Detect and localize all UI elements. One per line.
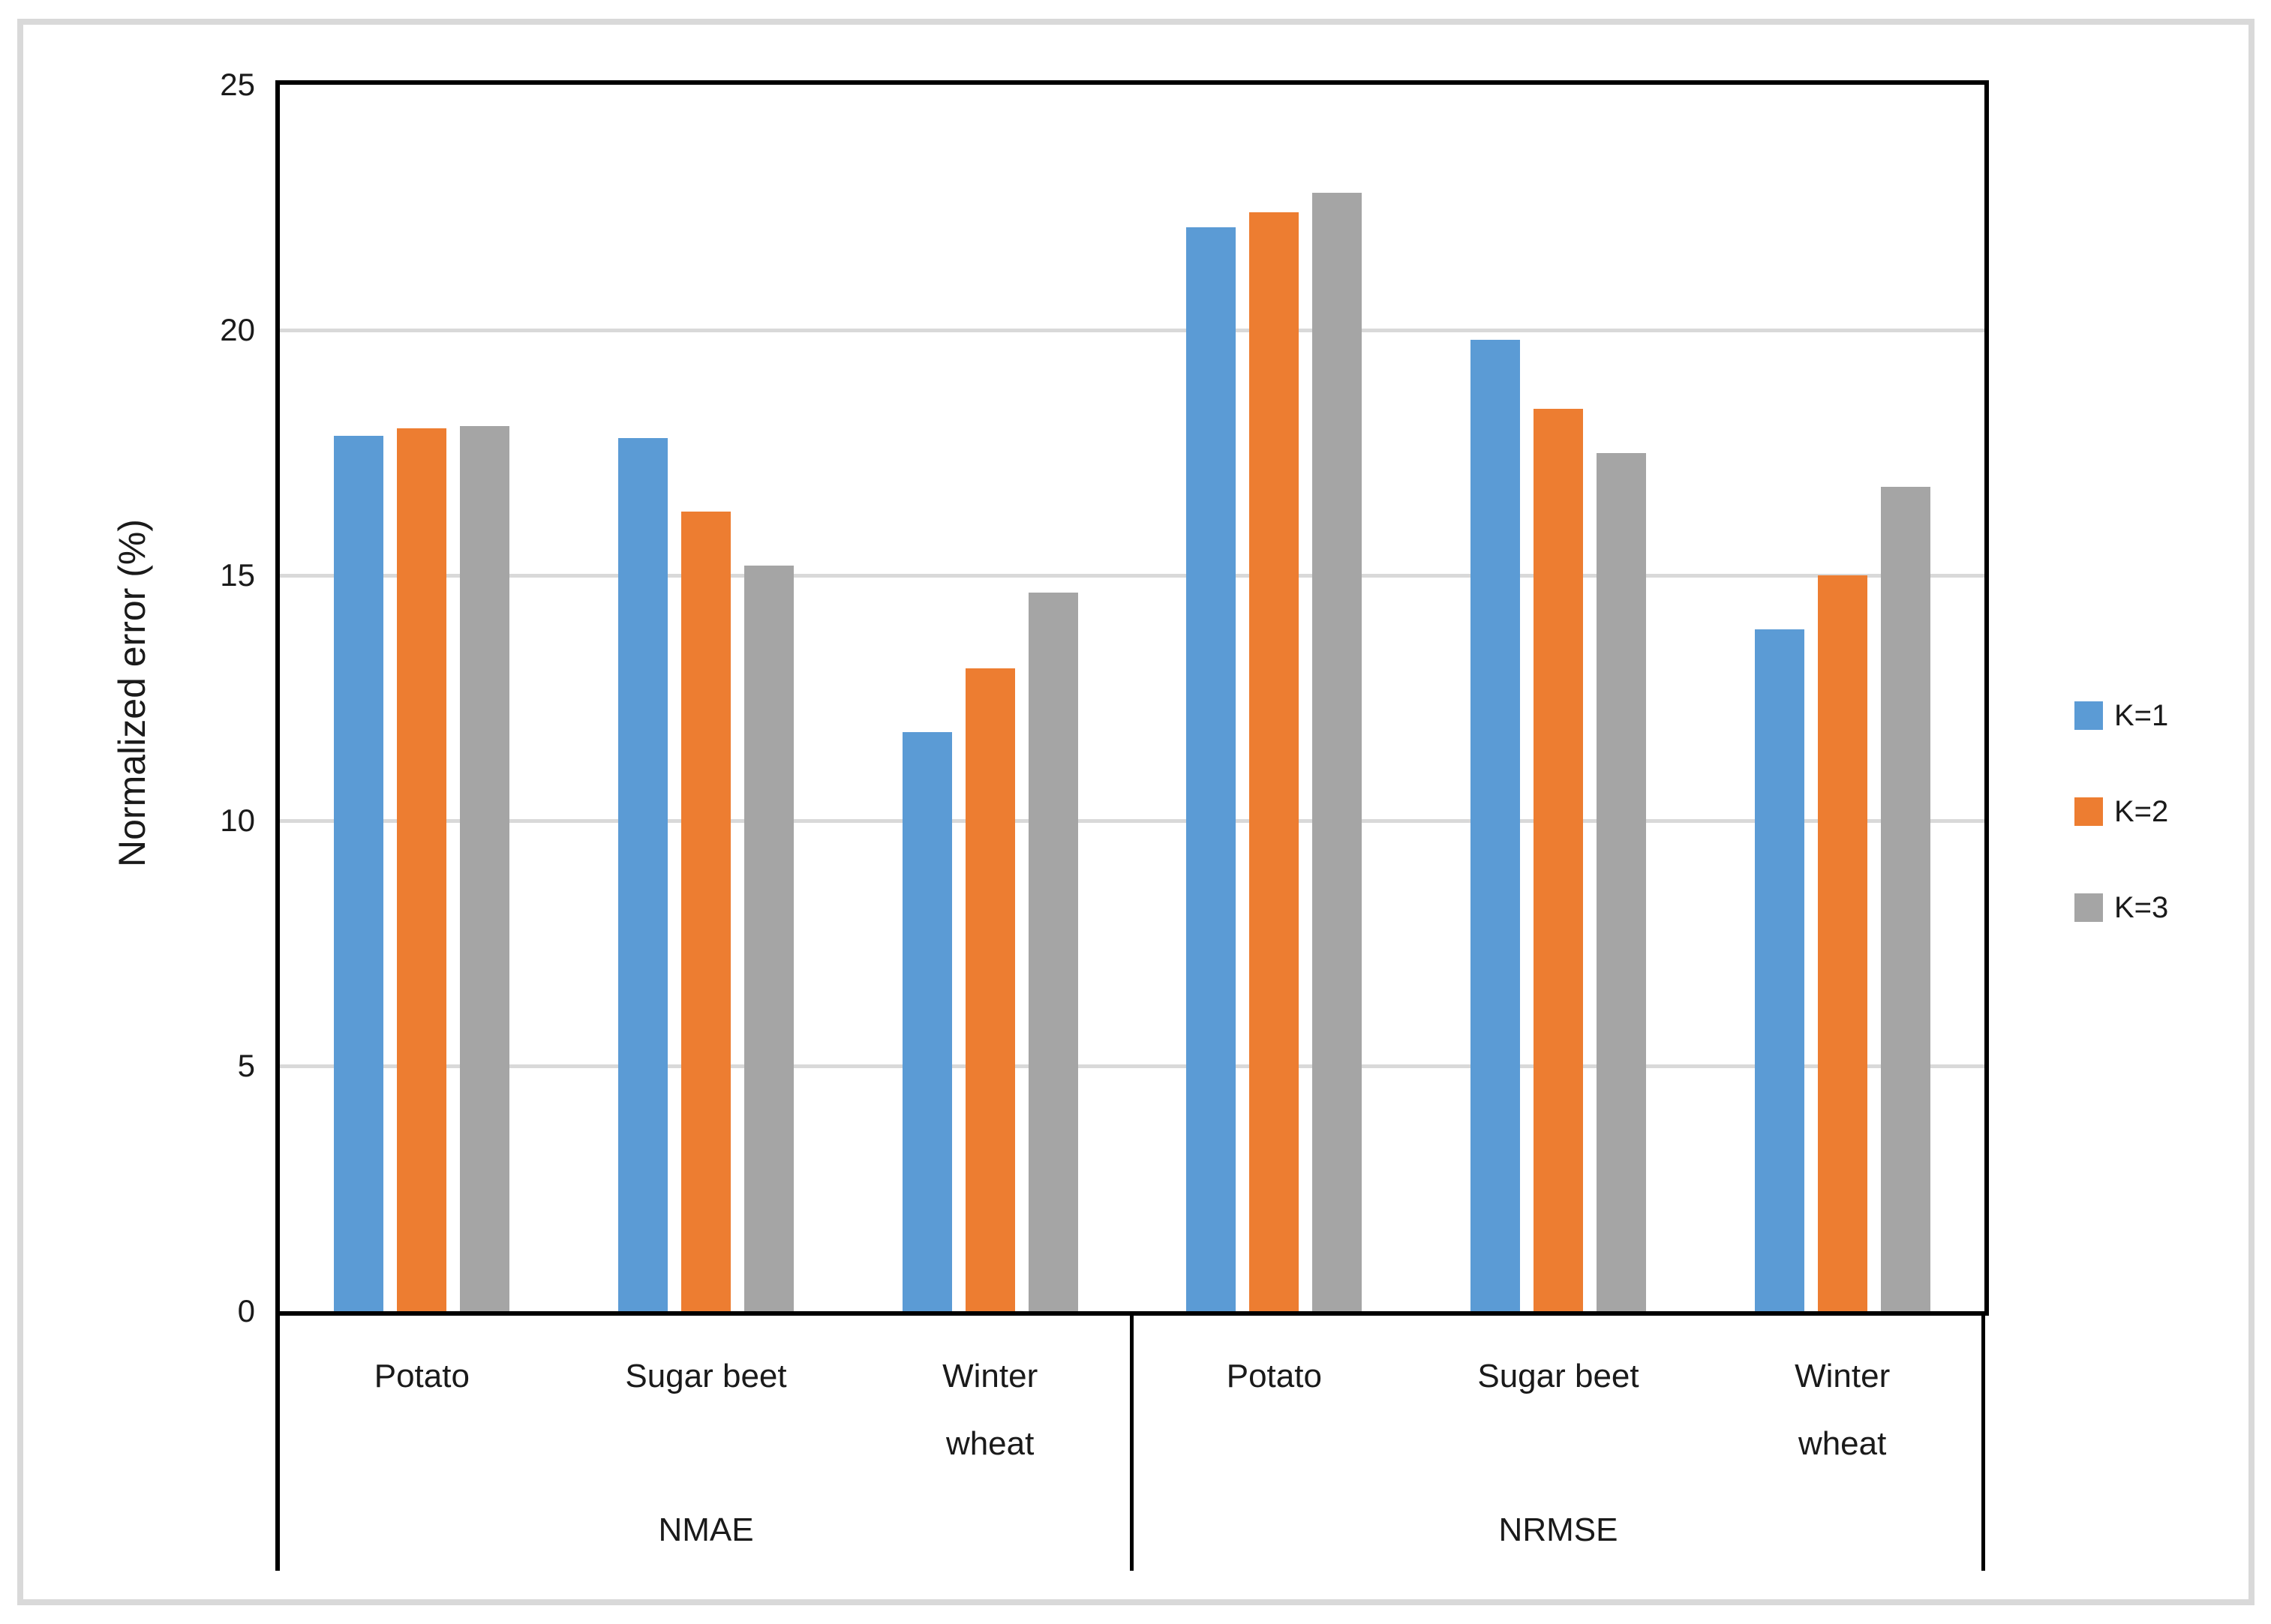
- bar-nmae-winter-wheat-k3: [1028, 592, 1078, 1311]
- x-category-label: Sugar beet: [625, 1358, 787, 1394]
- legend-swatch-icon: [2074, 701, 2103, 730]
- legend-label: K=1: [2114, 699, 2169, 732]
- bar-nrmse-winter-wheat-k3: [1880, 487, 1930, 1311]
- bar-nrmse-winter-wheat-k1: [1754, 629, 1804, 1311]
- bar-nmae-winter-wheat-k1: [902, 732, 952, 1311]
- plot-area: [275, 80, 1989, 1316]
- x-category-label: Potato: [1226, 1358, 1322, 1394]
- bar-nmae-sugar-beet-k2: [681, 511, 731, 1311]
- legend-label: K=2: [2114, 795, 2169, 828]
- y-tick-label: 0: [237, 1293, 255, 1328]
- y-tick-label: 15: [220, 557, 255, 593]
- bar-nrmse-sugar-beet-k1: [1470, 340, 1520, 1311]
- y-tick-label: 10: [220, 803, 255, 838]
- legend-swatch-icon: [2074, 797, 2103, 826]
- bar-nrmse-potato-k3: [1312, 192, 1362, 1311]
- gridline-y-10: [280, 819, 1984, 823]
- bar-nmae-potato-k1: [334, 435, 384, 1311]
- bar-nrmse-sugar-beet-k3: [1597, 452, 1646, 1311]
- y-tick-label: 20: [220, 312, 255, 347]
- legend-swatch-icon: [2074, 893, 2103, 922]
- bar-nmae-sugar-beet-k1: [618, 437, 668, 1311]
- bar-nmae-sugar-beet-k3: [744, 565, 794, 1311]
- x-category-label: Sugar beet: [1477, 1358, 1639, 1394]
- gridline-y-20: [280, 329, 1984, 332]
- bar-nmae-potato-k3: [460, 425, 510, 1311]
- category-table-right-line: [1981, 1316, 1985, 1571]
- x-group-label-nrmse: NRMSE: [1498, 1511, 1618, 1548]
- x-category-label: Winter wheat: [942, 1358, 1038, 1462]
- category-table-left-line: [275, 1316, 280, 1571]
- y-tick-label: 25: [220, 67, 255, 102]
- bar-nrmse-potato-k2: [1249, 212, 1299, 1311]
- gridline-y-5: [280, 1064, 1984, 1068]
- bar-nrmse-sugar-beet-k2: [1534, 408, 1583, 1311]
- legend-label: K=3: [2114, 891, 2169, 924]
- category-table-divider-line: [1130, 1311, 1134, 1571]
- x-group-label-nmae: NMAE: [658, 1511, 754, 1548]
- x-category-label: Potato: [374, 1358, 470, 1394]
- y-tick-label: 5: [237, 1048, 255, 1083]
- gridline-y-15: [280, 574, 1984, 578]
- bar-nmae-winter-wheat-k2: [965, 668, 1015, 1311]
- bar-nrmse-potato-k1: [1186, 227, 1236, 1311]
- x-category-label: Winter wheat: [1795, 1358, 1891, 1462]
- bar-nrmse-winter-wheat-k2: [1817, 575, 1867, 1311]
- bar-nmae-potato-k2: [397, 428, 447, 1311]
